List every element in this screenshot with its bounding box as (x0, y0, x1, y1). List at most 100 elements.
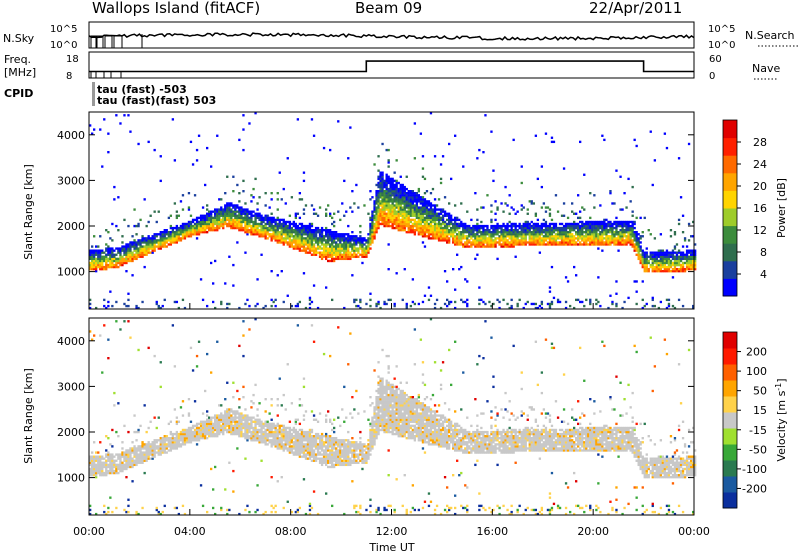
power-heatmap-cell (254, 231, 257, 234)
power-heatmap-cell (573, 229, 576, 232)
power-heatmap-cell (129, 245, 132, 248)
velocity-heatmap-cell (218, 416, 221, 419)
power-heatmap-cell (685, 261, 689, 265)
power-heatmap-cell (208, 214, 211, 217)
power-heatmap-cell (409, 190, 413, 193)
velocity-heatmap-cell (105, 469, 108, 473)
power-heatmap-cell (347, 239, 350, 242)
power-heatmap-cell (325, 233, 328, 236)
velocity-heatmap-cell (254, 435, 257, 438)
velocity-heatmap-cell (99, 461, 102, 464)
power-heatmap-cell (389, 214, 392, 217)
velocity-heatmap-cell (143, 404, 146, 407)
power-heatmap-cell (492, 169, 495, 172)
power-heatmap-cell (316, 231, 320, 234)
power-heatmap-cell (294, 226, 298, 230)
velocity-heatmap-cell (125, 463, 128, 467)
power-heatmap-cell (322, 243, 326, 246)
power-heatmap-cell (173, 241, 177, 244)
power-heatmap-cell (383, 190, 386, 193)
velocity-heatmap-cell (151, 453, 154, 456)
power-heatmap-cell (694, 263, 697, 267)
power-heatmap-cell (371, 231, 374, 234)
power-heatmap-cell (373, 210, 376, 213)
power-heatmap-cell (371, 239, 374, 242)
power-heatmap-cell (373, 233, 376, 236)
power-heatmap-cell (312, 247, 316, 250)
power-heatmap-cell (617, 235, 620, 238)
power-heatmap-cell (141, 300, 144, 304)
power-heatmap-cell (524, 233, 527, 236)
power-heatmap-cell (484, 241, 487, 244)
power-heatmap-cell (669, 259, 673, 263)
velocity-heatmap-cell (246, 422, 249, 426)
nave-tick-bottom: 0 (709, 71, 715, 82)
power-heatmap-cell (417, 212, 421, 215)
power-heatmap-cell (558, 241, 562, 244)
power-heatmap-cell (153, 243, 156, 246)
power-heatmap-cell (639, 257, 642, 261)
power-heatmap-cell (250, 218, 253, 222)
power-heatmap-cell (383, 214, 386, 217)
power-heatmap-cell (262, 220, 265, 224)
power-heatmap-cell (127, 304, 130, 308)
power-heatmap-cell (448, 237, 451, 240)
power-heatmap-cell (381, 222, 384, 226)
power-heatmap-cell (448, 224, 451, 228)
power-heatmap-cell (601, 231, 604, 234)
power-heatmap-cell (179, 224, 183, 228)
power-heatmap-cell (641, 257, 644, 261)
power-heatmap-cell (151, 239, 154, 242)
power-heatmap-cell (492, 243, 495, 246)
power-heatmap-cell (169, 233, 173, 236)
velocity-heatmap-cell (238, 428, 241, 432)
power-heatmap-cell (401, 198, 404, 201)
velocity-heatmap-cell (161, 437, 164, 440)
power-heatmap-cell (280, 231, 283, 234)
power-heatmap-cell (415, 192, 419, 195)
power-heatmap-cell (393, 302, 396, 306)
velocity-heatmap-cell (252, 428, 255, 432)
power-heatmap-cell (522, 229, 525, 232)
power-heatmap-cell (371, 214, 374, 217)
velocity-heatmap-cell (248, 422, 251, 426)
power-heatmap-cell (258, 233, 261, 236)
power-heatmap-cell (403, 216, 406, 220)
power-heatmap-cell (573, 243, 576, 246)
power-heatmap-cell (579, 237, 582, 240)
power-heatmap-cell (111, 247, 114, 250)
power-heatmap-cell (625, 222, 628, 226)
power-heatmap-cell (377, 218, 380, 222)
power-heatmap-cell (510, 306, 513, 310)
power-heatmap-cell (97, 261, 100, 265)
power-heatmap-cell (369, 229, 372, 232)
power-heatmap-cell (548, 237, 552, 240)
power-heatmap-cell (681, 270, 685, 273)
power-heatmap-cell (310, 233, 314, 236)
power-heatmap-cell (435, 226, 439, 230)
velocity-heatmap-cell (129, 463, 132, 467)
power-heatmap-cell (163, 298, 166, 302)
power-heatmap-cell (288, 241, 292, 244)
power-heatmap-cell (224, 214, 227, 217)
power-heatmap-cell (460, 243, 463, 246)
power-heatmap-cell (224, 210, 227, 213)
power-heatmap-cell (320, 235, 324, 238)
velocity-heatmap-cell (131, 459, 134, 462)
power-heatmap-cell (141, 249, 144, 252)
power-heatmap-cell (446, 298, 449, 302)
power-heatmap-cell (91, 259, 94, 263)
power-heatmap-cell (123, 251, 126, 254)
power-heatmap-cell (347, 251, 350, 254)
power-heatmap-cell (508, 237, 511, 240)
power-heatmap-cell (435, 222, 439, 226)
power-heatmap-cell (474, 226, 477, 230)
power-heatmap-cell (318, 233, 322, 236)
velocity-heatmap-cell (89, 330, 92, 333)
velocity-heatmap-cell (91, 467, 94, 471)
power-heatmap-cell (391, 222, 394, 226)
power-heatmap-cell (240, 218, 243, 222)
power-heatmap-cell (218, 224, 221, 228)
power-heatmap-cell (403, 200, 406, 203)
velocity-heatmap-cell (181, 414, 185, 417)
